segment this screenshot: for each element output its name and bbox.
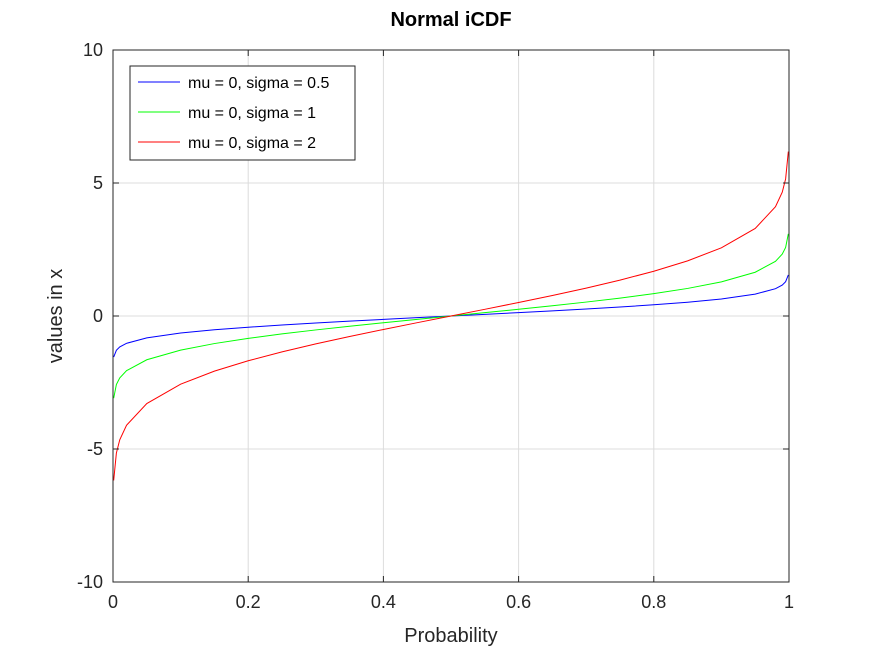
legend-entry: mu = 0, sigma = 0.5 bbox=[188, 75, 330, 92]
x-axis-label: Probability bbox=[404, 625, 497, 647]
y-tick-label: 10 bbox=[83, 40, 103, 60]
series-line-3 bbox=[113, 151, 789, 481]
legend-entry: mu = 0, sigma = 1 bbox=[188, 105, 316, 122]
series-lines bbox=[113, 151, 789, 481]
y-tick-label: 0 bbox=[93, 306, 103, 326]
y-tick-label: 5 bbox=[93, 173, 103, 193]
y-axis-ticks: -10 -5 0 5 10 bbox=[77, 40, 789, 592]
x-tick-label: 0.4 bbox=[371, 592, 396, 612]
legend: mu = 0, sigma = 0.5 mu = 0, sigma = 1 mu =… bbox=[129, 65, 356, 161]
x-tick-label: 0.2 bbox=[236, 592, 261, 612]
y-tick-label: -5 bbox=[87, 439, 103, 459]
x-tick-label: 1 bbox=[784, 592, 794, 612]
x-tick-label: 0 bbox=[108, 592, 118, 612]
chart-title: Normal iCDF bbox=[390, 9, 511, 31]
y-axis-label: values in x bbox=[45, 269, 67, 364]
x-tick-label: 0.8 bbox=[641, 592, 666, 612]
y-tick-label: -10 bbox=[77, 572, 103, 592]
x-tick-label: 0.6 bbox=[506, 592, 531, 612]
legend-entry: mu = 0, sigma = 2 bbox=[188, 135, 316, 152]
x-axis-ticks: 0 0.2 0.4 0.6 0.8 1 bbox=[108, 50, 794, 612]
